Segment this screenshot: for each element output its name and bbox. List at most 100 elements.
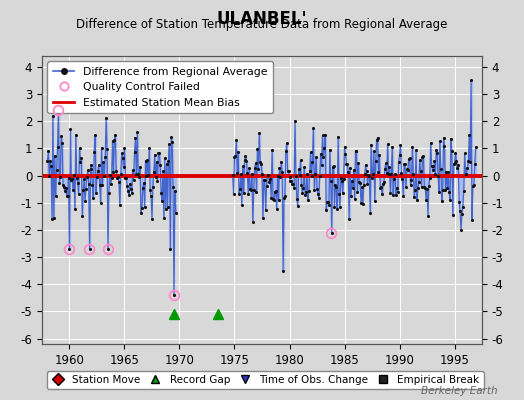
- Point: [110, 137, 118, 144]
- Point: [358, 184, 366, 190]
- Point: [337, 177, 346, 184]
- Point: [465, 132, 473, 139]
- Point: [67, 177, 75, 183]
- Point: [270, 189, 279, 195]
- Point: [414, 179, 423, 186]
- Point: [81, 198, 89, 204]
- Point: [378, 191, 386, 198]
- Point: [48, 216, 56, 222]
- Point: [159, 168, 167, 174]
- Point: [128, 167, 137, 174]
- Point: [309, 125, 318, 132]
- Point: [259, 176, 268, 183]
- Point: [294, 166, 303, 172]
- Point: [463, 164, 472, 171]
- Point: [296, 157, 304, 164]
- Point: [399, 192, 407, 199]
- Point: [336, 204, 344, 210]
- Point: [92, 190, 100, 197]
- Point: [98, 182, 106, 188]
- Point: [238, 202, 246, 208]
- Point: [255, 130, 264, 136]
- Point: [277, 159, 286, 165]
- Point: [418, 184, 426, 190]
- Point: [70, 172, 78, 178]
- Point: [323, 199, 331, 206]
- Point: [230, 153, 238, 160]
- Point: [152, 159, 161, 165]
- Point: [457, 226, 465, 233]
- Point: [381, 166, 389, 172]
- Point: [151, 173, 160, 180]
- Point: [143, 156, 151, 163]
- Point: [102, 115, 110, 122]
- Point: [458, 204, 467, 210]
- Point: [362, 162, 370, 168]
- Point: [416, 157, 424, 163]
- Point: [51, 152, 59, 159]
- Point: [470, 182, 478, 189]
- Point: [417, 168, 425, 175]
- Point: [365, 172, 374, 179]
- Point: [116, 202, 124, 208]
- Point: [121, 174, 129, 181]
- Point: [419, 152, 428, 159]
- Point: [432, 147, 440, 154]
- Point: [86, 166, 95, 172]
- Point: [231, 153, 239, 160]
- Point: [287, 178, 296, 184]
- Point: [436, 166, 445, 172]
- Point: [310, 187, 319, 194]
- Point: [239, 190, 248, 196]
- Point: [319, 154, 328, 160]
- Point: [353, 189, 362, 195]
- Point: [406, 154, 414, 161]
- Point: [330, 204, 339, 210]
- Point: [285, 168, 293, 174]
- Point: [314, 195, 323, 201]
- Point: [242, 158, 250, 164]
- Point: [462, 170, 471, 177]
- Point: [107, 175, 116, 181]
- Point: [62, 192, 71, 199]
- Point: [367, 141, 375, 148]
- Point: [434, 173, 442, 179]
- Point: [276, 174, 285, 180]
- Point: [391, 171, 399, 177]
- Point: [142, 172, 150, 179]
- Point: [355, 179, 363, 185]
- Point: [161, 206, 170, 212]
- Point: [89, 195, 97, 202]
- Point: [398, 176, 407, 182]
- Point: [392, 191, 400, 198]
- Point: [264, 171, 272, 178]
- Point: [241, 157, 249, 163]
- Point: [407, 182, 415, 188]
- Point: [241, 152, 249, 159]
- Point: [162, 160, 171, 167]
- Point: [408, 144, 417, 150]
- Point: [117, 150, 126, 156]
- Point: [166, 246, 174, 252]
- Point: [311, 171, 319, 178]
- Point: [384, 171, 392, 177]
- Point: [281, 192, 289, 199]
- Point: [335, 190, 343, 197]
- Point: [452, 158, 461, 164]
- Point: [93, 174, 101, 180]
- Point: [460, 188, 468, 194]
- Point: [471, 161, 479, 167]
- Point: [265, 179, 274, 185]
- Point: [444, 168, 452, 175]
- Point: [314, 191, 322, 197]
- Point: [85, 246, 94, 252]
- Point: [377, 184, 385, 190]
- Point: [466, 159, 474, 165]
- Point: [307, 172, 315, 179]
- Point: [66, 126, 74, 132]
- Point: [395, 159, 403, 165]
- Point: [379, 181, 387, 188]
- Point: [232, 136, 241, 143]
- Point: [288, 181, 297, 187]
- Point: [344, 169, 353, 175]
